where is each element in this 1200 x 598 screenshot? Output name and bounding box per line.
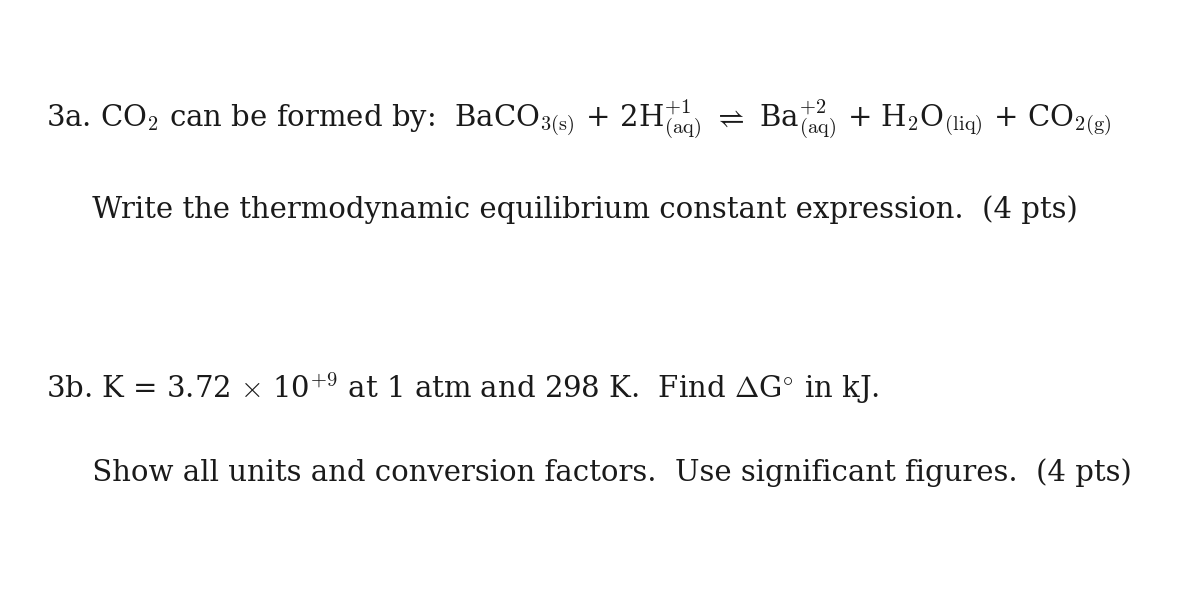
Text: Write the thermodynamic equilibrium constant expression.  (4 pts): Write the thermodynamic equilibrium cons… [46, 195, 1078, 224]
Text: 3a. CO$_2$ can be formed by:  BaCO$_{3\mathrm{(s)}}$ + 2H$^{+1}_{\mathrm{(aq)}}$: 3a. CO$_2$ can be formed by: BaCO$_{3\ma… [46, 97, 1111, 142]
Text: Show all units and conversion factors.  Use significant figures.  (4 pts): Show all units and conversion factors. U… [46, 458, 1132, 487]
Text: 3b. K = 3.72 $\times$ 10$^{+9}$ at 1 atm and 298 K.  Find $\Delta$G$^{\circ}$ in: 3b. K = 3.72 $\times$ 10$^{+9}$ at 1 atm… [46, 371, 880, 406]
